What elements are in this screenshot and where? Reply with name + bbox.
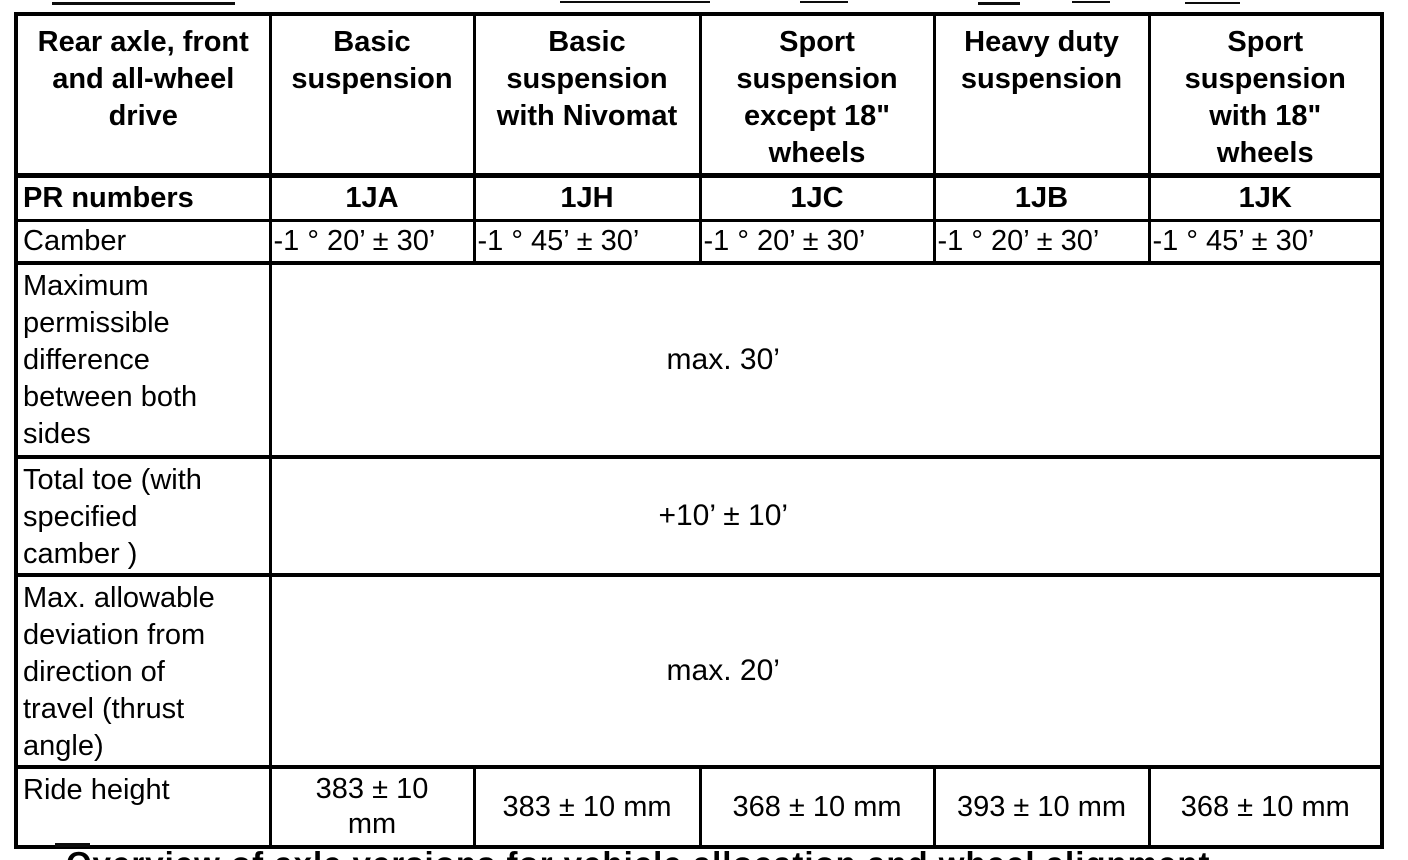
scan-noise-mark bbox=[560, 1, 710, 3]
pr-value-1ja: 1JA bbox=[268, 173, 476, 222]
scan-noise-mark bbox=[1072, 1, 1110, 3]
pr-numbers-row: PR numbers 1JA 1JH 1JC 1JB 1JK bbox=[14, 173, 1384, 222]
row-label-pr-numbers: PR numbers bbox=[14, 173, 272, 222]
pr-value-1jc: 1JC bbox=[698, 173, 936, 222]
scan-noise-mark bbox=[978, 2, 1020, 5]
header-rear-axle: Rear axle, front and all-wheel drive bbox=[14, 12, 272, 178]
ride-height-1ja: 383 ± 10 mm bbox=[268, 765, 476, 849]
scan-noise-mark bbox=[52, 2, 235, 5]
header-basic-suspension: Basic suspension bbox=[268, 12, 476, 178]
camber-value-1jc: -1 ° 20’ ± 30’ bbox=[698, 218, 936, 265]
camber-value-1jh: -1 ° 45’ ± 30’ bbox=[472, 218, 702, 265]
thrust-angle-value: max. 20’ bbox=[268, 573, 1384, 769]
scan-noise-mark bbox=[800, 1, 848, 3]
camber-value-1jk: -1 ° 45’ ± 30’ bbox=[1147, 218, 1384, 265]
pr-value-1jk: 1JK bbox=[1147, 173, 1384, 222]
camber-value-1ja: -1 ° 20’ ± 30’ bbox=[268, 218, 476, 265]
camber-row: Camber -1 ° 20’ ± 30’ -1 ° 45’ ± 30’ -1 … bbox=[14, 218, 1384, 265]
row-label-max-difference: Maximum permissible difference between b… bbox=[14, 261, 272, 459]
scan-noise-mark bbox=[55, 843, 90, 847]
camber-value-1jb: -1 ° 20’ ± 30’ bbox=[932, 218, 1151, 265]
row-label-ride-height: Ride height bbox=[14, 765, 272, 849]
max-difference-value: max. 30’ bbox=[268, 261, 1384, 459]
ride-height-1jh: 383 ± 10 mm bbox=[472, 765, 702, 849]
header-basic-suspension-nivomat: Basic suspension with Nivomat bbox=[472, 12, 702, 178]
scan-noise-mark bbox=[1185, 2, 1240, 4]
header-sport-suspension-except-18: Sport suspension except 18" wheels bbox=[698, 12, 936, 178]
pr-value-1jh: 1JH bbox=[472, 173, 702, 222]
row-label-total-toe: Total toe (with specified camber ) bbox=[14, 455, 272, 577]
header-sport-suspension-18: Sport suspension with 18" wheels bbox=[1147, 12, 1384, 178]
rear-axle-spec-table: Rear axle, front and all-wheel drive Bas… bbox=[14, 12, 1384, 849]
total-toe-value: +10’ ± 10’ bbox=[268, 455, 1384, 577]
thrust-angle-row: Max. allowable deviation from direction … bbox=[14, 573, 1384, 769]
ride-height-1jb: 393 ± 10 mm bbox=[932, 765, 1151, 849]
row-label-camber: Camber bbox=[14, 218, 272, 265]
total-toe-row: Total toe (with specified camber ) +10’ … bbox=[14, 455, 1384, 577]
ride-height-row: Ride height 383 ± 10 mm 383 ± 10 mm 368 … bbox=[14, 765, 1384, 849]
pr-value-1jb: 1JB bbox=[932, 173, 1151, 222]
ride-height-1jk: 368 ± 10 mm bbox=[1147, 765, 1384, 849]
clipped-caption-text: Overview of axle versions for vehicle al… bbox=[66, 845, 1211, 860]
header-heavy-duty-suspension: Heavy duty suspension bbox=[932, 12, 1151, 178]
header-row: Rear axle, front and all-wheel drive Bas… bbox=[14, 12, 1384, 178]
max-difference-row: Maximum permissible difference between b… bbox=[14, 261, 1384, 459]
row-label-thrust-angle: Max. allowable deviation from direction … bbox=[14, 573, 272, 769]
ride-height-1jc: 368 ± 10 mm bbox=[698, 765, 936, 849]
